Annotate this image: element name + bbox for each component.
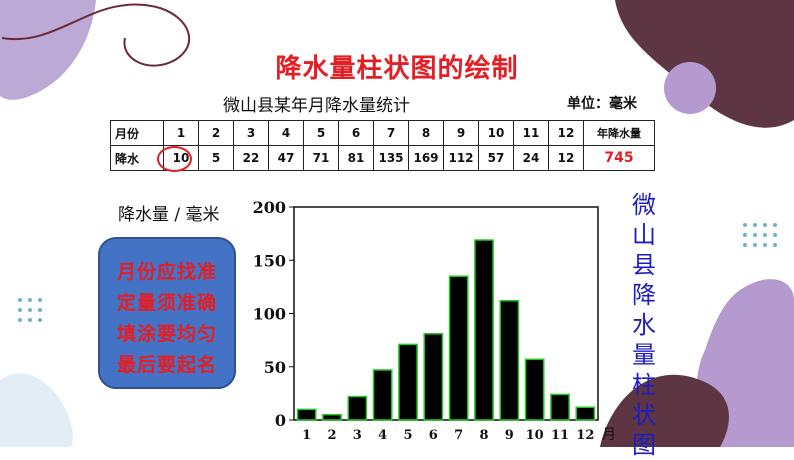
bar xyxy=(474,239,494,421)
vertical-title-char: 状 xyxy=(632,401,656,429)
y-tick-label: 0 xyxy=(275,411,286,430)
value-cell: 169 xyxy=(408,145,444,171)
table-caption: 微山县某年月降水量统计 xyxy=(223,96,410,116)
tips-box: 月份应找准 定量须准确 填涂要均匀 最后要起名 xyxy=(98,237,236,389)
bar xyxy=(524,358,545,421)
value-cell: 71 xyxy=(303,145,339,171)
x-axis-label: 月 xyxy=(602,427,616,443)
blob-top-right-small xyxy=(664,62,716,114)
x-tick-label: 4 xyxy=(378,428,387,443)
tip-line: 定量须准确 xyxy=(116,292,217,314)
value-cell: 22 xyxy=(233,145,269,171)
vertical-title-char: 水 xyxy=(632,311,656,339)
blob-bottom-right xyxy=(600,374,729,447)
dot-pattern-right xyxy=(743,223,777,247)
blob-top-left xyxy=(0,0,96,100)
y-tick-label: 200 xyxy=(253,198,286,217)
vertical-title-char: 县 xyxy=(632,251,656,279)
dot-pattern-left xyxy=(18,298,42,322)
plot-area xyxy=(293,206,599,421)
vertical-title-char: 微 xyxy=(632,191,656,219)
x-tick-label: 7 xyxy=(454,428,463,443)
bar xyxy=(423,332,444,421)
x-tick-label: 9 xyxy=(505,428,514,443)
value-cell: 24 xyxy=(513,145,549,171)
bar xyxy=(550,393,570,421)
value-cell: 112 xyxy=(443,145,479,171)
row-label-month: 月份 xyxy=(110,120,164,146)
blob-bottom-left xyxy=(0,373,73,447)
x-tick-label: 3 xyxy=(353,428,362,443)
table-row-months: 月份 1 2 3 4 5 6 7 8 9 10 11 12 年降水量 xyxy=(110,120,655,146)
x-tick-label: 12 xyxy=(576,428,594,443)
x-tick-label: 8 xyxy=(479,428,488,443)
tip-line: 最后要起名 xyxy=(116,354,217,376)
y-tick-label: 50 xyxy=(264,358,286,377)
swirl-line-top xyxy=(1,3,191,67)
bar xyxy=(347,395,368,421)
x-tick-label: 1 xyxy=(302,428,311,443)
annual-total-value: 745 xyxy=(583,145,655,171)
y-tick-label: 100 xyxy=(253,305,286,324)
row-label-rain: 降水 xyxy=(110,145,164,171)
value-cell: 12 xyxy=(548,145,584,171)
x-tick-label: 10 xyxy=(526,428,544,443)
blob-top-right xyxy=(615,0,794,128)
annual-total-header: 年降水量 xyxy=(583,120,655,146)
vertical-title-char: 量 xyxy=(632,341,656,369)
highlight-circle xyxy=(157,146,192,172)
value-cell: 81 xyxy=(338,145,374,171)
month-cell: 5 xyxy=(303,120,339,146)
bar xyxy=(448,275,469,421)
x-tick-label: 6 xyxy=(429,428,438,443)
x-tick-label: 2 xyxy=(327,428,336,443)
bar xyxy=(372,369,393,421)
x-tick-label: 5 xyxy=(403,428,412,443)
tip-line: 填涂要均匀 xyxy=(116,323,217,345)
y-tick-label: 150 xyxy=(253,251,286,270)
vertical-chart-title: 微 山 县 降 水 量 柱 状 图 xyxy=(624,190,664,460)
x-tick-label: 11 xyxy=(551,428,569,443)
y-axis-label: 降水量 / 毫米 xyxy=(118,205,220,225)
bar xyxy=(322,413,342,421)
month-cell: 12 xyxy=(548,120,584,146)
bar xyxy=(296,408,317,421)
unit-label: 单位：毫米 xyxy=(567,96,637,112)
bar xyxy=(575,406,596,421)
vertical-title-char: 山 xyxy=(632,221,656,249)
background-decoration xyxy=(0,0,794,447)
bar xyxy=(499,299,520,421)
vertical-title-char: 柱 xyxy=(632,371,656,399)
vertical-title-char: 图 xyxy=(632,431,656,459)
bar xyxy=(398,343,418,421)
value-cell: 135 xyxy=(373,145,409,171)
page-title: 降水量柱状图的绘制 xyxy=(275,54,519,84)
tip-line: 月份应找准 xyxy=(116,261,217,283)
value-cell: 57 xyxy=(478,145,514,171)
value-cell: 47 xyxy=(268,145,304,171)
vertical-title-char: 降 xyxy=(632,281,656,309)
